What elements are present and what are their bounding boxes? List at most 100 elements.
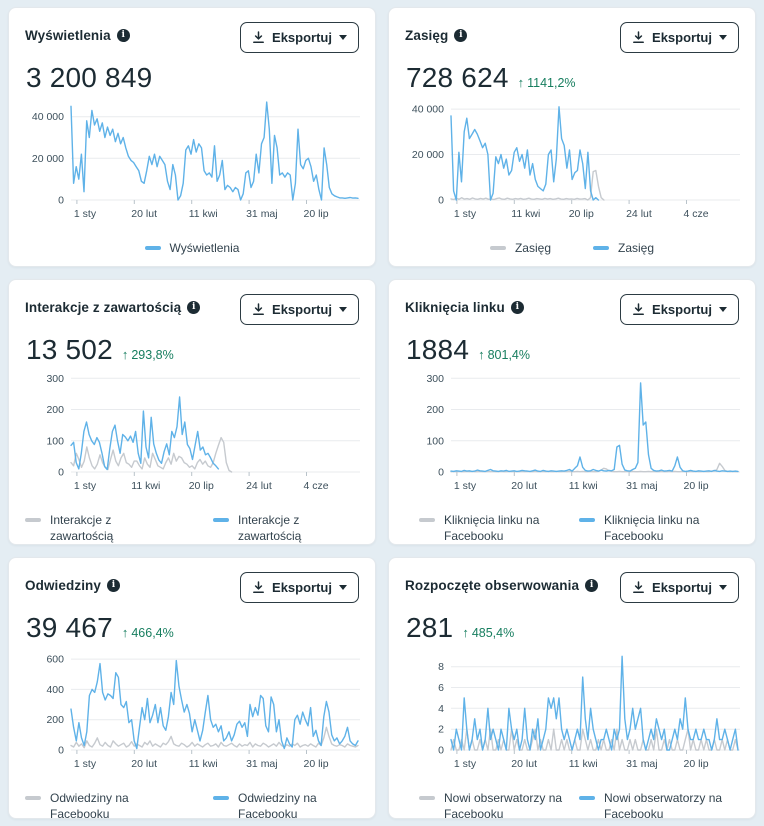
svg-text:200: 200 [46,714,64,726]
svg-text:40 000: 40 000 [412,104,444,116]
chart-legend: Kliknięcia linku na Facebooku Kliknięcia… [405,512,739,543]
export-button[interactable]: Eksportuj [620,294,739,325]
export-button[interactable]: Eksportuj [620,572,739,603]
card-header: Odwiedziny i Eksportuj [25,572,359,603]
legend-label: Zasięg [618,241,655,255]
info-icon[interactable]: i [107,579,121,592]
metric-delta: ↑ 466,4% [122,625,174,640]
svg-text:6: 6 [438,682,444,694]
svg-text:20 000: 20 000 [412,149,444,161]
metric-delta: ↑ 1141,2% [518,75,576,90]
svg-text:300: 300 [426,373,444,385]
metric-value: 13 502 [26,334,113,365]
svg-text:4 cze: 4 cze [684,208,709,220]
legend-label: Kliknięcia linku na Facebooku [604,513,700,544]
caret-down-icon [719,35,727,40]
metric-delta: ↑ 801,4% [478,347,530,362]
svg-text:8: 8 [438,661,444,673]
legend-label: Interakcje z zawartością [238,513,302,544]
legend-label: Interakcje z zawartością [50,513,114,544]
chart-area: 600 400 200 0 1 sty 20 lut 11 kwi 31 maj 20 lip [25,644,360,786]
chart-area: 40 000 20 000 0 1 sty 11 kwi 20 lip 24 lut 4 cz… [405,94,740,236]
delta-percent: 466,4% [131,626,174,640]
line-chart: 40 000 20 000 0 1 sty 20 lut 11 kwi 31 maj 20 l… [32,101,360,220]
up-arrow-icon: ↑ [478,347,485,362]
export-button[interactable]: Eksportuj [240,22,359,53]
svg-text:20 lip: 20 lip [304,758,329,770]
legend-item: Odwiedziny na Facebooku [213,790,359,818]
metric-value: 281 [406,612,454,643]
export-button[interactable]: Eksportuj [620,22,739,53]
svg-text:31 maj: 31 maj [246,208,278,220]
chart-legend: Wyświetlenia [25,240,359,258]
export-button[interactable]: Eksportuj [240,294,359,325]
svg-text:200: 200 [426,404,444,416]
info-icon[interactable]: i [454,29,468,42]
svg-text:0: 0 [58,467,64,479]
svg-text:0: 0 [58,195,64,207]
delta-percent: 801,4% [487,348,530,362]
info-icon[interactable]: i [585,579,599,592]
svg-text:20 lip: 20 lip [569,208,594,220]
up-arrow-icon: ↑ [462,625,469,640]
metric-value: 728 624 [406,62,509,93]
legend-item: Kliknięcia linku na Facebooku [579,512,739,544]
svg-text:0: 0 [58,745,64,757]
legend-swatch [419,518,435,522]
svg-text:20 000: 20 000 [32,153,64,165]
card-title: Odwiedziny [25,578,102,593]
info-icon[interactable]: i [187,301,201,314]
svg-text:11 kwi: 11 kwi [189,758,218,770]
legend-item: Wyświetlenia [144,240,239,258]
up-arrow-icon: ↑ [517,75,525,90]
export-button-label: Eksportuj [272,302,332,317]
metric-value: 39 467 [26,612,113,643]
svg-text:0: 0 [438,195,444,207]
download-icon [253,581,264,593]
legend-label: Odwiedziny na Facebooku [50,791,129,819]
info-icon[interactable]: i [116,29,130,42]
svg-text:11 kwi: 11 kwi [511,208,540,220]
legend-swatch [25,796,41,800]
svg-text:1 sty: 1 sty [74,758,97,770]
card-klikniecia: Kliknięcia linku i Eksportuj 1884 ↑ 801,… [388,279,756,545]
legend-swatch [213,518,229,522]
chart-area: 300 200 100 0 1 sty 20 lut 11 kwi 31 maj 20 lip [405,366,740,508]
legend-swatch [593,246,609,250]
svg-text:1 sty: 1 sty [74,480,97,492]
export-button[interactable]: Eksportuj [240,572,359,603]
chart-area: 8 6 4 2 0 1 sty 20 lut 11 kwi 31 maj 20 lip [405,644,740,786]
svg-text:4: 4 [438,703,444,715]
svg-text:20 lut: 20 lut [511,480,537,492]
delta-percent: 485,4% [471,626,515,640]
info-icon[interactable]: i [510,301,524,314]
chart-legend: Interakcje z zawartością Interakcje z za… [25,512,359,543]
up-arrow-icon: ↑ [121,347,129,362]
export-button-label: Eksportuj [272,30,332,45]
svg-text:100: 100 [426,435,444,447]
caret-down-icon [339,585,347,590]
legend-swatch [579,518,595,522]
card-odwiedziny: Odwiedziny i Eksportuj 39 467 ↑ 466,4% 6… [8,557,376,819]
download-icon [633,581,644,593]
chart-area: 300 200 100 0 1 sty 11 kwi 20 lip 24 lut 4 cze [25,366,360,508]
svg-text:20 lut: 20 lut [511,758,537,770]
card-title: Wyświetlenia [25,28,111,43]
svg-text:100: 100 [46,435,64,447]
svg-text:11 kwi: 11 kwi [569,480,598,492]
svg-text:1 sty: 1 sty [454,208,477,220]
legend-swatch [489,246,506,250]
caret-down-icon [719,585,727,590]
download-icon [633,303,644,315]
card-title: Interakcje z zawartością [25,300,182,315]
card-wyswietlenia: Wyświetlenia i Eksportuj 3 200 849 40 00… [8,7,376,267]
card-header: Zasięg i Eksportuj [405,22,739,53]
metric-value: 1884 [406,334,470,365]
chart-legend: Zasięg Zasięg [405,240,739,258]
card-header: Rozpoczęte obserwowania i Eksportuj [405,572,739,603]
line-chart: 300 200 100 0 1 sty 20 lut 11 kwi 31 maj 20 lip [426,373,740,492]
legend-label: Nowi obserwatorzy na Facebooku [444,791,563,819]
svg-text:1 sty: 1 sty [74,208,97,220]
legend-swatch [213,796,229,800]
export-button-label: Eksportuj [272,580,332,595]
